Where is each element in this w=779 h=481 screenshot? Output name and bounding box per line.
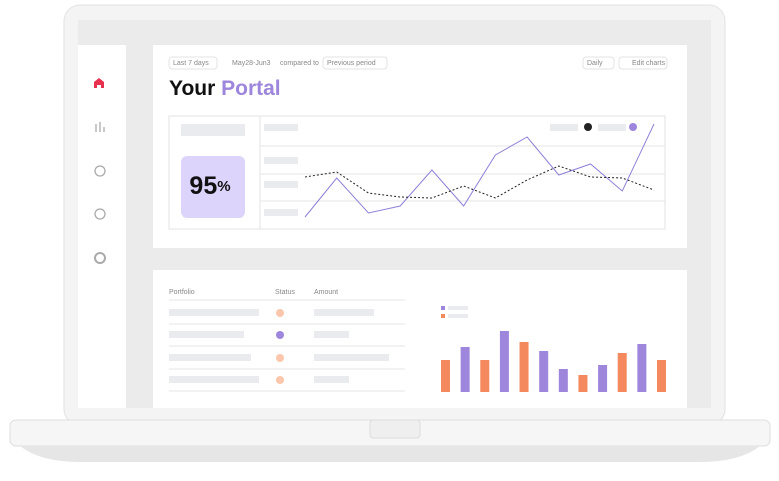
interval-select[interactable] (582, 56, 615, 70)
home-icon[interactable] (94, 78, 104, 88)
bar (519, 342, 529, 392)
chart-frame (168, 115, 666, 230)
compare: Previous period (327, 60, 376, 67)
status-dot (276, 331, 284, 339)
legend-dot (584, 123, 592, 131)
legend-dot (629, 123, 637, 131)
interval: Daily (587, 60, 603, 67)
kpi-unit: % (217, 178, 230, 195)
bar (578, 375, 588, 392)
edit-button[interactable] (618, 56, 668, 70)
bar (441, 360, 450, 392)
bar (657, 360, 666, 392)
laptop-base-bottom (20, 446, 760, 462)
dates[interactable]: May28-Jun3 (232, 60, 271, 67)
bar (558, 369, 568, 392)
pie-icon[interactable] (94, 165, 106, 177)
title-second: Portal (221, 77, 281, 100)
bar (499, 331, 509, 392)
column-header: Status (275, 289, 295, 296)
sidebar (78, 45, 126, 408)
title: Your Portal (169, 77, 281, 100)
bottom-card (153, 270, 687, 408)
settings-icon[interactable] (94, 208, 106, 220)
stats-icon[interactable] (95, 122, 105, 132)
compare-select[interactable] (322, 56, 388, 70)
help-icon[interactable] (94, 252, 106, 264)
range: Last 7 days (173, 60, 209, 67)
compare-label: compared to (280, 60, 319, 67)
status-dot (276, 376, 284, 384)
range-select[interactable] (168, 56, 218, 70)
line-series (304, 123, 655, 218)
kpi: 95% (189, 172, 230, 200)
status-dot (276, 354, 284, 362)
bar (460, 347, 470, 392)
notch (369, 419, 421, 439)
bar (539, 351, 549, 392)
bar (617, 353, 627, 392)
legend-swatch (441, 314, 445, 318)
legend-swatch (441, 306, 445, 310)
title-first: Your (169, 77, 215, 100)
line-series (304, 165, 655, 199)
kpi-value: 95 (189, 172, 217, 200)
bar (637, 344, 647, 392)
column-header: Amount (314, 289, 338, 296)
bar (480, 360, 490, 392)
placeholder (181, 124, 245, 136)
column-header: Portfolio (169, 289, 195, 296)
edit: Edit charts (632, 60, 666, 67)
bar (598, 365, 608, 392)
status-dot (276, 309, 284, 317)
kpi-box (181, 156, 245, 218)
